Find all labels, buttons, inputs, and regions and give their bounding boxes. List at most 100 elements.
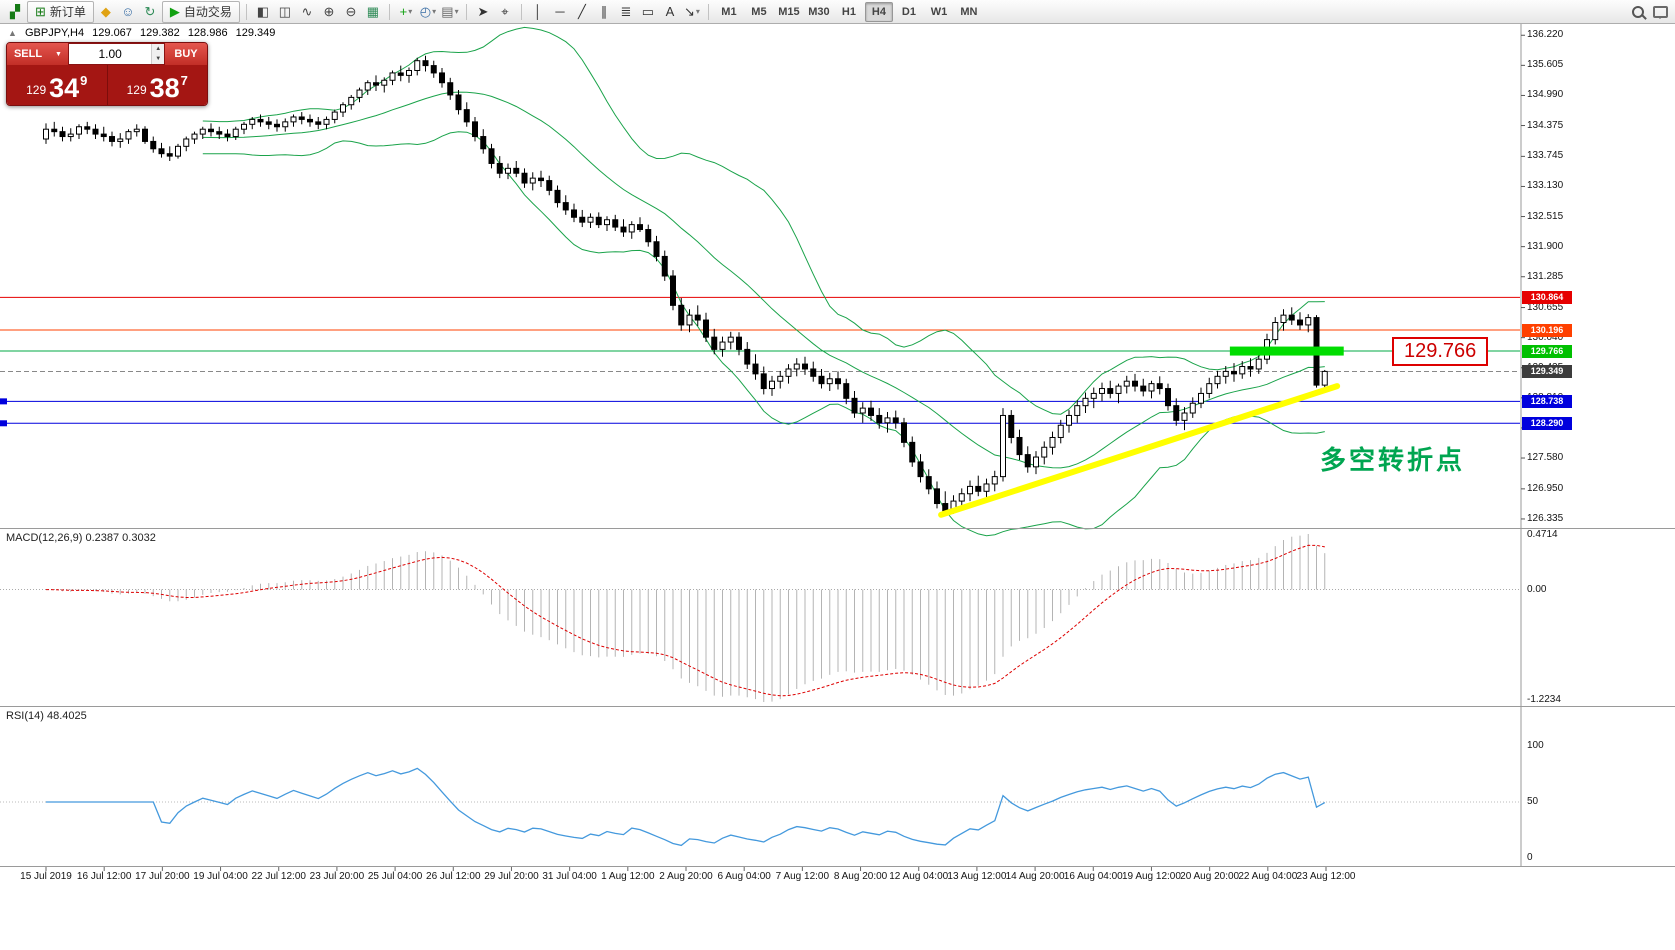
ohlc-low: 128.986 <box>187 27 228 39</box>
price-axis-label: 126.950 <box>1527 482 1564 494</box>
time-axis-label: 31 Jul 04:00 <box>542 871 597 882</box>
volume-up-button[interactable]: ▲ <box>152 44 164 54</box>
timeframe-mn[interactable]: MN <box>960 5 978 18</box>
fibonacci-icon[interactable]: ≣ <box>620 4 632 19</box>
time-axis-label: 17 Jul 20:00 <box>135 871 190 882</box>
chart-title: ▲ GBPJPY,H4 129.067 129.382 128.986 129.… <box>8 27 280 39</box>
time-axis-label: 22 Aug 04:00 <box>1238 871 1298 882</box>
time-axis-label: 16 Aug 04:00 <box>1063 871 1123 882</box>
volume-field: ▲ ▼ <box>67 43 165 65</box>
timeframe-m30[interactable]: M30 <box>808 5 830 18</box>
horizontal-line-icon[interactable]: ─ <box>555 4 565 19</box>
macd-panel-title: MACD(12,26,9) 0.2387 0.3032 <box>6 532 156 544</box>
market-watch-icon[interactable]: ☺ <box>121 4 135 19</box>
search-icon[interactable] <box>1628 2 1648 22</box>
volume-input[interactable] <box>68 44 152 64</box>
vertical-line-icon[interactable]: │ <box>533 4 542 19</box>
ohlc-high: 129.382 <box>139 27 180 39</box>
zoom-in-icon[interactable]: ⊕ <box>323 4 335 19</box>
toolbar-separator <box>465 3 467 20</box>
one-click-top-row: SELL ▼ ▲ ▼ BUY <box>7 43 207 65</box>
sell-button[interactable]: SELL <box>7 43 49 65</box>
timeframe-h4[interactable]: H4 <box>864 1 893 22</box>
price-axis-label: 134.990 <box>1527 89 1564 101</box>
price-axis-label: 130.040 <box>1527 331 1564 343</box>
expert-advisors-icon[interactable]: ◆ <box>100 4 111 19</box>
trendline-icon[interactable]: ╱ <box>578 4 586 19</box>
timeframe-d1[interactable]: D1 <box>901 5 916 18</box>
price-axis-label: 132.515 <box>1527 210 1564 222</box>
price-tag: 130.864 <box>1522 290 1572 304</box>
one-click-trading-panel: SELL ▼ ▲ ▼ BUY 129 34 9 129 38 7 <box>6 42 208 106</box>
text-label-icon[interactable]: A <box>665 4 675 19</box>
timeframe-h1[interactable]: H1 <box>841 5 856 18</box>
price-callout[interactable]: 129.766 <box>1392 337 1489 366</box>
price-axis-label: 127.580 <box>1527 452 1564 464</box>
price-axis-label: 134.375 <box>1527 119 1564 131</box>
shapes-icon[interactable]: ▭ <box>641 4 655 19</box>
feedback-icon[interactable] <box>1650 2 1670 22</box>
indicators-icon[interactable]: + ▾ <box>399 4 413 19</box>
equidistant-channel-icon[interactable]: ∥ <box>600 4 608 19</box>
price-axis-label: 133.130 <box>1527 180 1564 192</box>
price-tag: 128.738 <box>1522 394 1572 408</box>
timeframe-m15[interactable]: M15 <box>778 5 800 18</box>
time-axis-label: 16 Jul 12:00 <box>76 871 132 882</box>
navigator-refresh-icon[interactable]: ↻ <box>144 4 156 19</box>
timeframe-m1[interactable]: M1 <box>721 5 737 18</box>
sell-price[interactable]: 129 34 9 <box>7 65 108 105</box>
toolbar-separator <box>245 3 247 20</box>
time-axis-label: 29 Jul 20:00 <box>484 871 539 882</box>
order-type-dropdown[interactable]: ▼ <box>49 43 68 65</box>
price-axis-label: 126.335 <box>1527 512 1564 524</box>
time-axis-label: 7 Aug 12:00 <box>775 871 830 882</box>
zoom-out-icon[interactable]: ⊖ <box>345 4 357 19</box>
bar-chart-icon[interactable]: ◧ <box>256 4 270 19</box>
ohlc-open: 129.067 <box>92 27 132 39</box>
time-axis-label: 25 Jul 04:00 <box>367 871 423 882</box>
time-axis-label: 20 Aug 20:00 <box>1180 871 1240 882</box>
new-order-button[interactable]: ⊞ 新订单 <box>27 0 94 23</box>
arrows-icon[interactable]: ↘ ▾ <box>683 4 700 19</box>
time-axis-label: 23 Jul 20:00 <box>309 871 365 882</box>
candlestick-chart-icon[interactable]: ◫ <box>278 4 292 19</box>
buy-price-prefix: 129 <box>126 83 147 97</box>
time-axis-label: 2 Aug 20:00 <box>659 871 713 882</box>
line-chart-icon[interactable]: ∿ <box>301 4 313 19</box>
timeframe-w1[interactable]: W1 <box>930 5 948 18</box>
toolbar-separator <box>388 3 390 20</box>
toolbar: ▞ ⊞ 新订单 ◆ ☺ ↻ ▶ 自动交易 ◧ ◫ ∿ ⊕ ⊖ ▦ + ▾ ◴ ▾ ▤ ▾ ➤ ⌖ │ ─ ╱ ∥ ≣ ▭ A ↘ ▾ M1 M5… <box>0 0 1675 24</box>
app-logo-icon[interactable]: ▞ <box>10 4 20 19</box>
timeframe-m5[interactable]: M5 <box>751 5 767 18</box>
buy-button[interactable]: BUY <box>165 43 207 65</box>
macd-axis-label: 0.00 <box>1527 583 1547 595</box>
toolbar-separator <box>520 3 522 20</box>
rsi-panel-title: RSI(14) 48.4025 <box>6 710 87 722</box>
symbol-label: GBPJPY,H4 <box>24 27 85 39</box>
toolbar-separator <box>707 3 709 20</box>
volume-down-button[interactable]: ▼ <box>152 54 164 64</box>
one-click-toggle-icon[interactable]: ▲ <box>8 28 17 38</box>
price-tag: 130.196 <box>1522 323 1572 337</box>
templates-icon[interactable]: ▤ ▾ <box>441 4 459 19</box>
time-axis-label: 19 Jul 04:00 <box>193 871 248 882</box>
rsi-axis-label: 0 <box>1527 852 1533 863</box>
time-axis-label: 8 Aug 20:00 <box>833 871 888 882</box>
macd-axis-label: 0.4714 <box>1527 529 1558 540</box>
cursor-icon[interactable]: ➤ <box>477 4 489 19</box>
periods-icon[interactable]: ◴ ▾ <box>419 4 437 19</box>
autotrade-button[interactable]: ▶ 自动交易 <box>161 0 240 23</box>
time-axis-label: 23 Aug 12:00 <box>1296 871 1356 882</box>
time-axis-label: 12 Aug 04:00 <box>889 871 949 882</box>
turning-point-annotation[interactable]: 多空转折点 <box>1320 445 1466 475</box>
sell-price-prefix: 129 <box>26 83 47 97</box>
price-axis-label: 130.655 <box>1527 301 1564 313</box>
buy-price[interactable]: 129 38 7 <box>108 65 208 105</box>
time-axis-label: 6 Aug 04:00 <box>717 871 771 882</box>
price-axis-label: 135.605 <box>1527 59 1564 71</box>
time-axis-label: 26 Jul 12:00 <box>426 871 481 882</box>
tile-windows-icon[interactable]: ▦ <box>366 4 380 19</box>
time-axis-label: 19 Aug 12:00 <box>1121 871 1181 882</box>
crosshair-icon[interactable]: ⌖ <box>501 4 509 19</box>
